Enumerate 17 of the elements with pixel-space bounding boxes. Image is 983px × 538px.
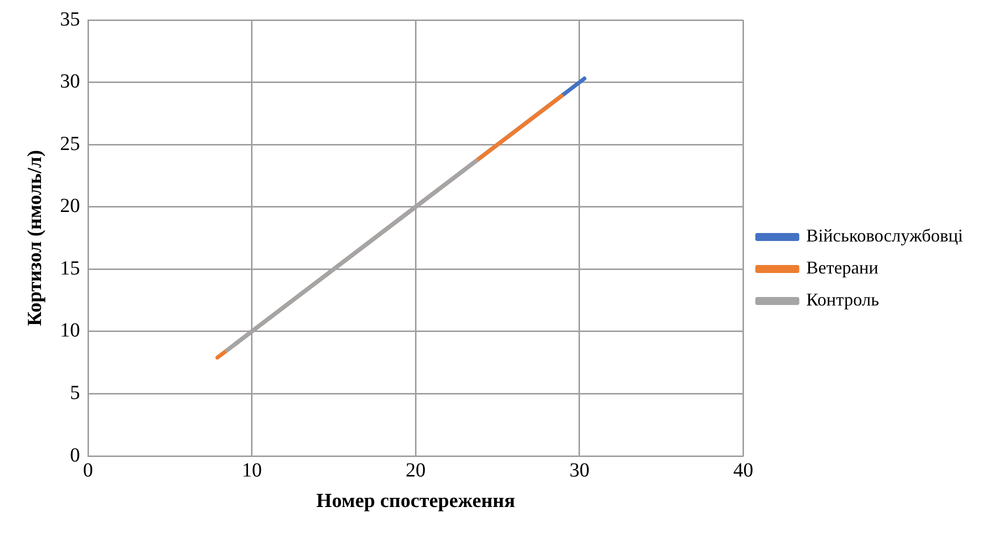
x-tick-label: 30	[569, 459, 590, 482]
y-tick-label: 20	[60, 195, 80, 218]
x-tick-label: 20	[406, 459, 426, 482]
y-tick-label: 30	[60, 70, 80, 93]
y-tick-label: 5	[70, 382, 80, 404]
x-axis-title: Номер спостереження	[316, 490, 516, 512]
y-tick-label: 35	[60, 8, 80, 30]
y-tick-label: 0	[70, 444, 80, 466]
y-tick-label: 15	[60, 257, 80, 280]
legend-label: Військовослужбовці	[806, 226, 963, 246]
legend-label: Контроль	[806, 290, 880, 310]
y-tick-label: 25	[60, 132, 80, 155]
x-tick-label: 40	[733, 459, 754, 482]
x-tick-label: 10	[242, 459, 262, 482]
legend-label: Ветерани	[806, 258, 879, 278]
y-axis-title: Кортизол (нмоль/л)	[24, 150, 46, 326]
y-tick-label: 10	[60, 320, 80, 342]
